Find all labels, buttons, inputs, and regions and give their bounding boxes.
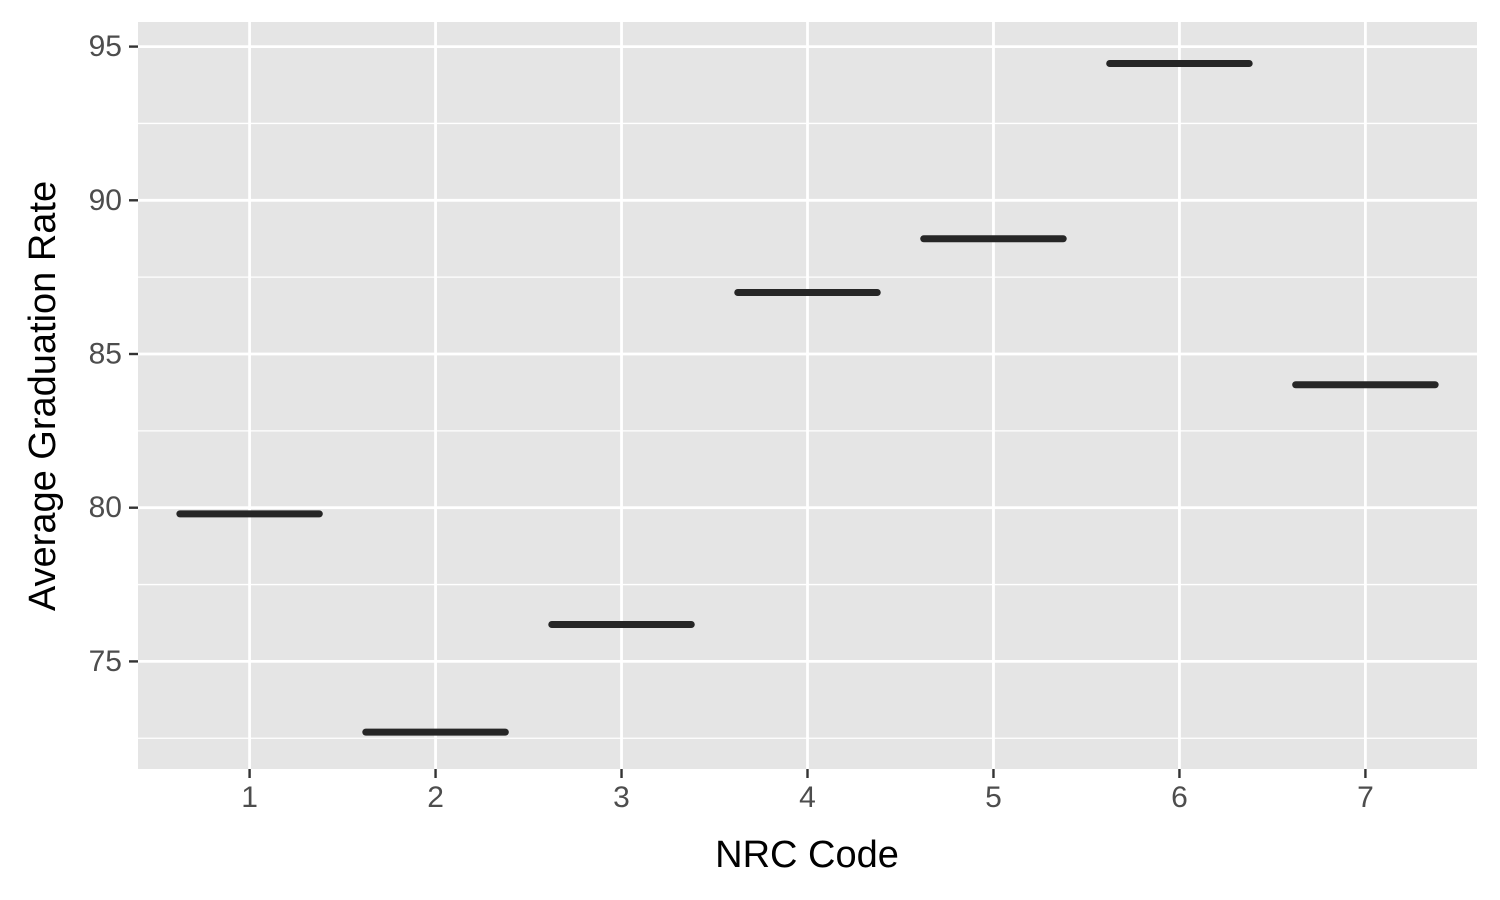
x-tick-label: 4 [799, 781, 816, 814]
x-tick-label: 2 [427, 781, 444, 814]
y-tick-label: 90 [89, 184, 122, 217]
data-marks [176, 60, 1439, 736]
x-axis: 1 2 3 4 5 6 7 [241, 769, 1374, 814]
x-axis-title: NRC Code [715, 834, 899, 876]
y-tick-label: 85 [89, 338, 122, 371]
y-tick-label: 80 [89, 491, 122, 524]
y-tick-label: 95 [89, 30, 122, 63]
y-tick-label: 75 [89, 645, 122, 678]
y-axis-title: Average Graduation Rate [22, 181, 64, 611]
y-axis: 75 80 85 90 95 [89, 30, 138, 678]
x-tick-label: 7 [1357, 781, 1374, 814]
major-gridlines [138, 22, 1477, 769]
x-tick-label: 5 [985, 781, 1002, 814]
x-tick-label: 1 [241, 781, 258, 814]
x-tick-label: 6 [1171, 781, 1188, 814]
x-tick-label: 3 [613, 781, 630, 814]
